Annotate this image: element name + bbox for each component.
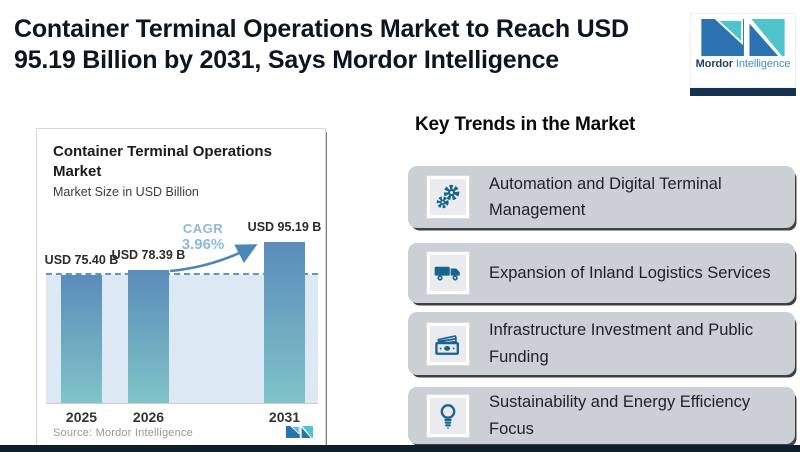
bar-2025 [61,275,102,403]
trend-icon-box [427,252,469,294]
page-title: Container Terminal Operations Market to … [14,15,629,74]
chart-subtitle: Market Size in USD Billion [53,185,199,199]
trend-icon-box [427,394,469,437]
bar-value-label: USD 95.19 B [247,220,322,234]
money-icon [435,334,459,355]
trend-label: Expansion of Inland Logistics Services [489,263,771,282]
x-tick-2026: 2026 [132,409,165,425]
cagr-value: 3.96% [181,236,225,253]
bar-2031 [264,242,305,403]
market-chart-card: Container Terminal Operations Market Mar… [36,128,326,447]
trend-card-inland-logistics: Expansion of Inland Logistics Services [408,243,795,303]
cagr-label: CAGR [182,221,224,236]
trend-card-infrastructure: Infrastructure Investment and Public Fun… [408,312,795,375]
trend-label: Sustainability and Energy Efficiency Foc… [489,393,751,438]
gears-icon [436,184,460,209]
footer-strip [0,445,800,452]
trend-label: Infrastructure Investment and Public Fun… [489,321,754,366]
bar-value-label: USD 75.40 B [44,253,119,268]
brand-logo: Mordor Intelligence [690,13,796,96]
lightbulb-icon [440,403,456,429]
brand-name-primary: Mordor [695,58,733,70]
x-tick-2031: 2031 [268,409,301,425]
bar-2026 [128,270,169,403]
chart-source: Source: Mordor Intelligence [53,427,193,439]
trend-icon-box [427,176,469,218]
trend-icon-box [427,322,469,365]
truck-icon [434,266,460,281]
trend-card-sustainability: Sustainability and Energy Efficiency Foc… [408,387,795,444]
chart-title: Container Terminal Operations Market [53,143,272,180]
trends-heading: Key Trends in the Market [415,114,636,135]
x-axis-line [46,402,318,404]
mordor-intelligence-logo-icon [701,19,785,56]
plot-area: USD 75.40 B 2025 USD 78.39 B 2026 USD 95.19 … [45,220,322,429]
bar-value-label: USD 78.39 B [111,248,186,263]
cagr-annotation: CAGR 3.96% [165,221,241,253]
trend-card-automation: Automation and Digital Terminal Manageme… [408,166,795,228]
brand-logo-text: Mordor Intelligence [696,58,791,70]
trend-label: Automation and Digital Terminal Manageme… [489,174,722,219]
growth-arrow-icon [169,244,258,273]
dashed-reference-line [46,273,318,276]
x-tick-2025: 2025 [65,409,98,425]
mordor-mini-logo-icon [286,426,313,438]
brand-logo-navy-strip [690,88,796,96]
brand-logo-card: Mordor Intelligence [690,13,796,88]
brand-name-secondary: Intelligence [735,58,791,70]
